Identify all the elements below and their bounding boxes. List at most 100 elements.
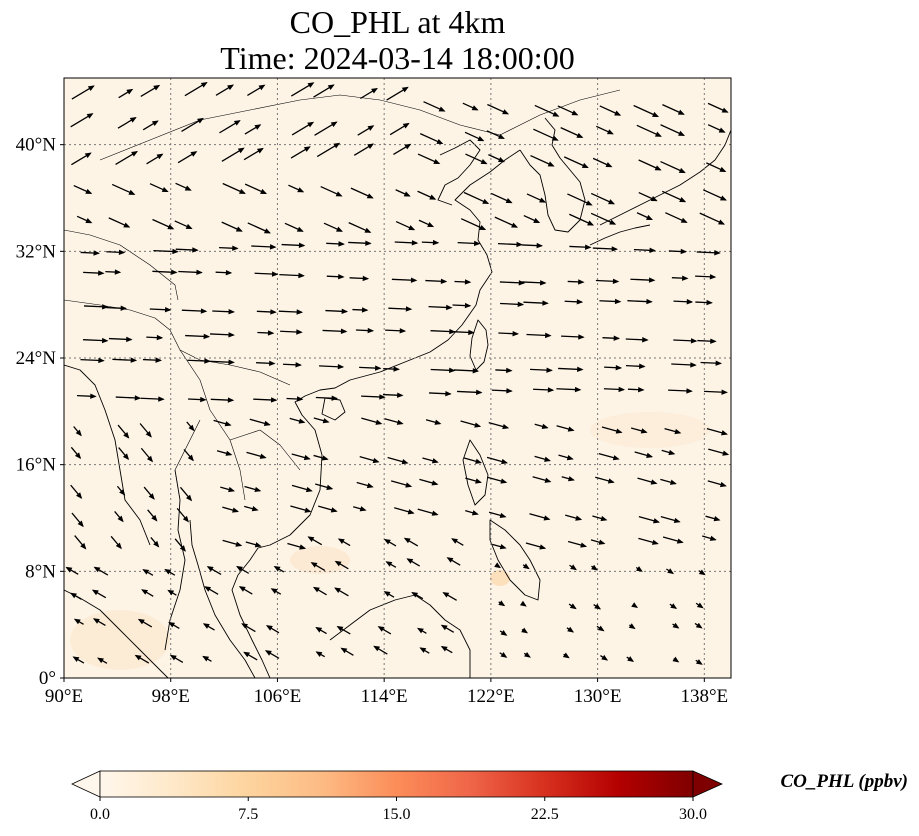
wind-vector-head xyxy=(265,625,273,631)
wind-vector-head xyxy=(102,304,109,310)
wind-vector-head xyxy=(169,654,177,661)
wind-vector-head xyxy=(597,625,605,632)
wind-vector-head xyxy=(333,142,341,149)
wind-vector-head xyxy=(672,622,680,629)
wind-vector-head xyxy=(618,386,626,393)
wind-vector-head xyxy=(76,492,83,499)
wind-vector-head xyxy=(706,299,713,306)
wind-vector-head xyxy=(184,185,192,191)
wind-vector-head xyxy=(134,395,142,401)
wind-vector-head xyxy=(431,510,439,516)
wind-vector-head xyxy=(403,191,411,197)
wind-vector-head xyxy=(182,515,189,523)
wind-vector-head xyxy=(721,389,728,395)
wind-vector-head xyxy=(269,244,277,250)
wind-vector-head xyxy=(185,223,193,229)
wind-vector-head xyxy=(334,587,341,594)
wind-vector-head xyxy=(628,623,636,630)
wind-vector-head xyxy=(361,307,369,313)
wind-vector-head xyxy=(598,539,606,545)
wind-vector-head xyxy=(227,84,234,91)
wind-vector-head xyxy=(649,247,656,254)
wind-vector-head xyxy=(299,544,307,550)
wind-vector-head xyxy=(367,143,375,150)
wind-vector-head xyxy=(539,280,547,286)
concentration-patch xyxy=(490,570,510,586)
wind-vector-head xyxy=(695,622,703,629)
colorbar-tick-label: 15.0 xyxy=(383,806,411,823)
wind-vector-head xyxy=(511,222,519,228)
wind-vector-head xyxy=(235,226,243,232)
wind-vector-head xyxy=(405,306,413,312)
wind-vector-head xyxy=(366,193,374,199)
wind-vector-head xyxy=(715,360,723,366)
wind-vector-head xyxy=(695,659,703,665)
wind-vector-head xyxy=(431,458,439,464)
wind-vector-head xyxy=(714,250,721,256)
wind-vector-head xyxy=(718,127,726,133)
wind-vector-head xyxy=(232,507,239,513)
wind-vector-head xyxy=(164,568,172,575)
wind-vector-head xyxy=(85,188,93,194)
wind-vector-head xyxy=(156,153,164,160)
map-title: CO_PHL at 4km xyxy=(289,4,506,40)
wind-vector-head xyxy=(636,566,643,572)
wind-vector-head xyxy=(197,117,204,124)
wind-vector-head xyxy=(436,138,444,145)
wind-vector-head xyxy=(594,603,602,610)
wind-vector-head xyxy=(404,143,412,150)
wind-vector-head xyxy=(65,566,73,573)
wind-vectors xyxy=(65,82,730,665)
latitude-axis: 0° 8°N 16°N 24°N 32°N 40°N xyxy=(16,135,64,689)
wind-vector-head xyxy=(134,654,142,661)
wind-vector-head xyxy=(567,426,575,432)
wind-vector-head xyxy=(87,85,95,91)
wind-vector-head xyxy=(296,329,303,335)
wind-vector-head xyxy=(307,82,315,88)
lat-tick-label: 32°N xyxy=(16,241,57,262)
wind-vector-head xyxy=(273,566,281,572)
wind-vector-head xyxy=(575,515,583,521)
wind-vector-head xyxy=(260,188,268,194)
wind-vector-head xyxy=(123,222,131,228)
wind-vector-head xyxy=(115,542,122,550)
wind-vector-head xyxy=(566,454,574,461)
wind-vector-head xyxy=(432,239,440,246)
wind-vector-head xyxy=(131,151,138,157)
wind-vector-head xyxy=(498,157,505,163)
wind-vector-head xyxy=(472,368,480,374)
wind-vector-head xyxy=(161,186,169,193)
wind-vector-head xyxy=(225,269,233,276)
lon-tick-label: 98°E xyxy=(152,686,190,707)
wind-vector-head xyxy=(474,422,482,428)
wind-vector-head xyxy=(696,602,704,609)
wind-vector-head xyxy=(651,539,659,545)
wind-vector-head xyxy=(544,477,552,483)
lon-tick-label: 90°E xyxy=(45,686,83,707)
wind-vector-head xyxy=(148,493,155,500)
wind-vector-head xyxy=(296,396,304,402)
wind-vector-head xyxy=(296,226,304,232)
wind-vector-head xyxy=(552,111,560,117)
wind-vector-head xyxy=(375,419,383,425)
wind-vector-head xyxy=(227,397,235,403)
wind-vector-head xyxy=(372,457,380,464)
wind-vector-head xyxy=(615,364,623,371)
gridlines xyxy=(64,78,731,678)
wind-vector-head xyxy=(137,618,145,625)
wind-vector-head xyxy=(243,651,251,658)
wind-vector-head xyxy=(429,194,437,200)
wind-vector-head xyxy=(224,421,232,427)
wind-vector-head xyxy=(581,162,589,169)
wind-vector-head xyxy=(128,189,136,195)
wind-vector-head xyxy=(477,136,485,142)
colorbar-tick-label: 7.5 xyxy=(238,806,258,823)
wind-vector-head xyxy=(364,227,372,233)
wind-vector-head xyxy=(312,586,320,593)
wind-vector-head xyxy=(326,484,334,490)
wind-vector-head xyxy=(722,450,730,456)
wind-vector-head xyxy=(719,166,727,172)
wind-vector-head xyxy=(120,305,128,311)
wind-vector-head xyxy=(471,105,479,111)
wind-vector-head xyxy=(80,542,87,550)
